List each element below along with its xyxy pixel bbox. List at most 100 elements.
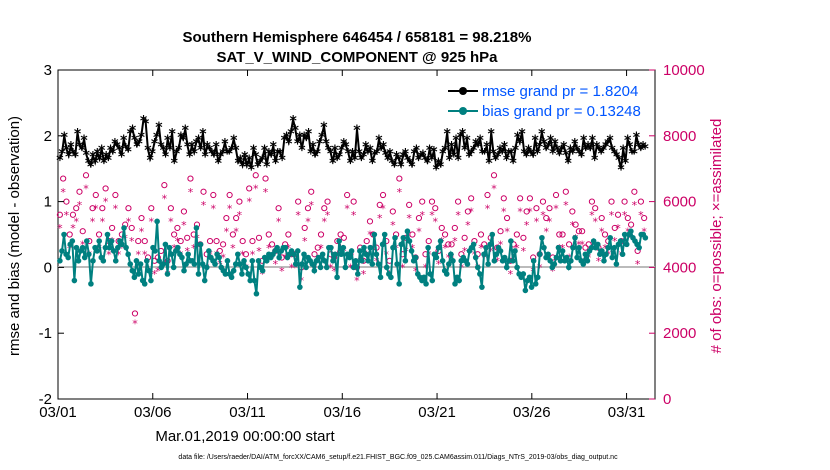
rmse-point: * bbox=[567, 143, 575, 159]
obs-possible-point bbox=[533, 205, 540, 212]
rmse-point: * bbox=[444, 127, 452, 143]
obs-possible-point bbox=[641, 214, 648, 222]
rmse-point: * bbox=[450, 150, 458, 166]
rmse-point: * bbox=[639, 140, 647, 156]
rmse-point: * bbox=[571, 136, 579, 152]
obs-assimilated-point: * bbox=[152, 268, 158, 281]
rmse-point: * bbox=[322, 136, 330, 152]
rmse-point: * bbox=[470, 143, 478, 159]
bias-point bbox=[274, 244, 280, 251]
rmse-point: * bbox=[406, 156, 414, 172]
bias-point bbox=[168, 251, 175, 258]
rmse-point: * bbox=[96, 153, 104, 169]
bias-point bbox=[127, 261, 134, 267]
legend-rmse-marker bbox=[459, 87, 467, 95]
rmse-point: * bbox=[294, 136, 302, 152]
rmse-point: * bbox=[325, 143, 333, 159]
obs-assimilated-point: * bbox=[60, 186, 66, 199]
bias-point bbox=[338, 251, 345, 258]
obs-assimilated-point: * bbox=[256, 245, 262, 258]
rmse-point: * bbox=[459, 127, 467, 143]
obs-assimilated-point: * bbox=[527, 206, 533, 219]
axis-ticks: 03/01 03/06 03/11 03/16 03/21 03/26 03/31 -2 -1 0… bbox=[39, 62, 705, 421]
chart-title-line2: SAT_V_WIND_COMPONENT @ 925 hPa bbox=[216, 49, 498, 66]
rmse-point: * bbox=[413, 143, 421, 159]
obs-assimilated-point: * bbox=[468, 206, 474, 219]
bias-point bbox=[183, 261, 189, 267]
obs-possible-point bbox=[95, 231, 103, 238]
bias-point bbox=[497, 248, 504, 254]
obs-assimilated-point: * bbox=[220, 252, 226, 265]
y-tick-label: -2 bbox=[39, 391, 52, 408]
bias-point bbox=[429, 277, 436, 284]
rmse-point: * bbox=[384, 153, 392, 169]
obs-assimilated-point: * bbox=[224, 225, 230, 238]
bias-point bbox=[563, 254, 570, 261]
rmse-point: * bbox=[309, 140, 317, 156]
rmse-point: * bbox=[602, 140, 610, 156]
bias-point bbox=[154, 218, 160, 225]
rmse-point: * bbox=[380, 140, 388, 156]
obs-possible-point bbox=[438, 224, 445, 232]
rmse-point: * bbox=[505, 146, 513, 162]
rmse-point: * bbox=[549, 146, 557, 162]
bias-point bbox=[152, 248, 158, 254]
bias-point bbox=[609, 254, 616, 261]
bias-point bbox=[59, 248, 65, 254]
obs-possible-point bbox=[311, 251, 318, 258]
bias-point bbox=[170, 264, 177, 271]
rmse-point: * bbox=[375, 133, 383, 149]
bias-point bbox=[201, 277, 208, 284]
obs-assimilated-point: * bbox=[57, 222, 63, 235]
obs-possible-point bbox=[265, 231, 272, 238]
bias-point bbox=[443, 271, 450, 277]
bias-point bbox=[421, 274, 427, 281]
obs-assimilated-point: * bbox=[602, 242, 608, 255]
obs-assimilated-point: * bbox=[400, 262, 406, 275]
obs-assimilated-point: * bbox=[501, 206, 507, 219]
obs-possible-point bbox=[415, 214, 423, 222]
obs-assimilated-point: * bbox=[377, 212, 383, 225]
rmse-point: * bbox=[463, 133, 471, 149]
bias-point bbox=[367, 244, 374, 251]
obs-possible-point bbox=[268, 241, 276, 248]
rmse-point: * bbox=[477, 133, 485, 149]
obs-assimilated-point: * bbox=[465, 219, 471, 232]
obs-assimilated-point: * bbox=[135, 248, 141, 261]
rmse-point: * bbox=[501, 140, 509, 156]
obs-assimilated-point: * bbox=[446, 252, 452, 265]
rmse-point: * bbox=[604, 136, 612, 152]
obs-assimilated-point: * bbox=[90, 215, 96, 228]
rmse-point: * bbox=[188, 140, 196, 156]
rmse-point: * bbox=[179, 133, 187, 149]
rmse-point: * bbox=[452, 133, 460, 149]
rmse-point: * bbox=[428, 153, 436, 169]
obs-possible-point bbox=[451, 224, 458, 232]
bias-point bbox=[148, 277, 154, 284]
rmse-point: * bbox=[353, 123, 361, 139]
obs-possible-point bbox=[500, 195, 507, 202]
bias-point bbox=[110, 248, 117, 254]
rmse-point: * bbox=[65, 150, 73, 166]
rmse-point: * bbox=[543, 143, 551, 159]
bias-point bbox=[321, 258, 328, 264]
obs-assimilated-point: * bbox=[191, 242, 197, 255]
bias-point bbox=[514, 264, 520, 271]
bias-point bbox=[328, 244, 334, 251]
obs-possible-point bbox=[177, 237, 184, 245]
obs-possible-point bbox=[419, 198, 426, 205]
rmse-point: * bbox=[124, 144, 132, 160]
bias-point bbox=[315, 254, 322, 261]
rmse-point: * bbox=[408, 159, 416, 175]
rmse-point: * bbox=[395, 153, 403, 169]
data-file-footer: data file: /Users/raeder/DAI/ATM_forcXX/… bbox=[178, 454, 618, 461]
rmse-point: * bbox=[587, 143, 595, 159]
obs-possible-point bbox=[523, 208, 530, 215]
obs-assimilated-point: * bbox=[599, 225, 605, 238]
rmse-point: * bbox=[466, 150, 474, 166]
rmse-point: * bbox=[499, 146, 507, 162]
obs-possible-point bbox=[161, 182, 168, 189]
rmse-point: * bbox=[411, 146, 419, 162]
bias-point bbox=[199, 261, 206, 267]
bias-point bbox=[251, 277, 258, 284]
